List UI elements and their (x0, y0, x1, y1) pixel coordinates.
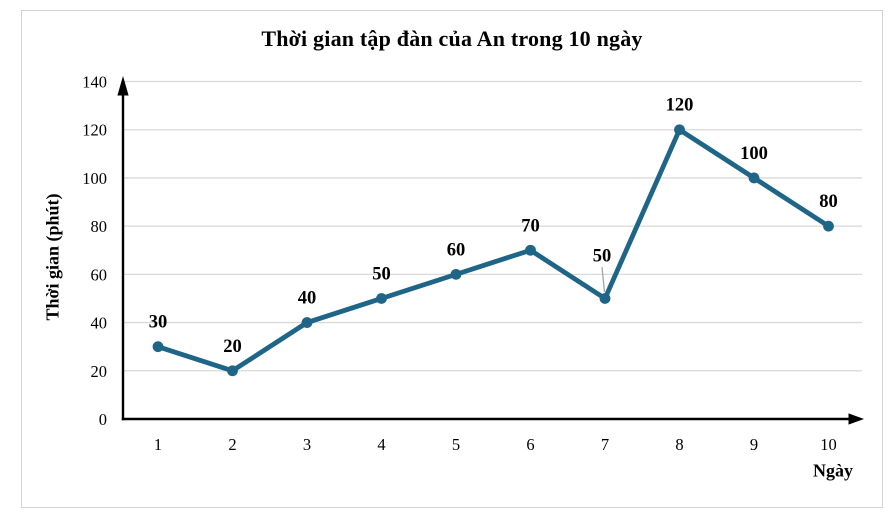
x-tick-label: 7 (601, 435, 609, 454)
data-label: 120 (666, 96, 694, 116)
data-point-marker (376, 293, 387, 304)
data-label: 60 (447, 240, 466, 260)
data-label: 40 (298, 289, 317, 309)
x-tick-label: 6 (526, 435, 534, 454)
data-point-marker (748, 172, 760, 184)
data-point-marker (152, 341, 164, 353)
x-tick-label: 1 (154, 435, 162, 454)
y-axis-arrow-icon (117, 76, 129, 96)
data-label: 100 (740, 144, 768, 164)
data-point-marker (450, 268, 462, 280)
data-point-marker (227, 365, 238, 377)
data-point-marker (674, 124, 685, 136)
x-tick-label: 2 (228, 435, 236, 454)
label-leader-line (601, 266, 606, 293)
y-tick-label: 80 (91, 217, 108, 236)
y-tick-label: 0 (99, 410, 107, 429)
x-tick-label: 5 (452, 435, 460, 454)
data-point-marker (301, 317, 313, 328)
x-tick-label: 10 (820, 435, 837, 454)
data-point-marker (599, 293, 611, 304)
data-label: 70 (521, 216, 540, 236)
series-line (155, 127, 831, 374)
x-tick-label: 4 (377, 435, 385, 454)
y-tick-label: 100 (82, 169, 107, 188)
y-tick-label: 140 (82, 73, 107, 92)
chart-frame (21, 10, 883, 508)
data-label: 50 (593, 246, 612, 266)
y-tick-label: 20 (91, 362, 108, 381)
x-tick-label: 3 (303, 435, 311, 454)
data-label: 80 (819, 192, 838, 212)
y-tick-label: 40 (91, 314, 108, 333)
x-tick-label: 9 (750, 435, 758, 454)
data-label: 30 (149, 313, 168, 333)
data-label: 50 (372, 264, 391, 284)
y-tick-label: 120 (82, 121, 107, 140)
x-axis-arrow-icon (848, 413, 864, 425)
x-tick-label: 8 (675, 435, 683, 454)
data-point-marker (525, 244, 536, 256)
chart-title: Thời gian tập đàn của An trong 10 ngày (261, 26, 643, 51)
data-point-marker (823, 220, 834, 232)
x-axis-title: Ngày (813, 460, 853, 481)
data-label: 20 (223, 337, 242, 357)
y-tick-label: 60 (91, 265, 108, 284)
